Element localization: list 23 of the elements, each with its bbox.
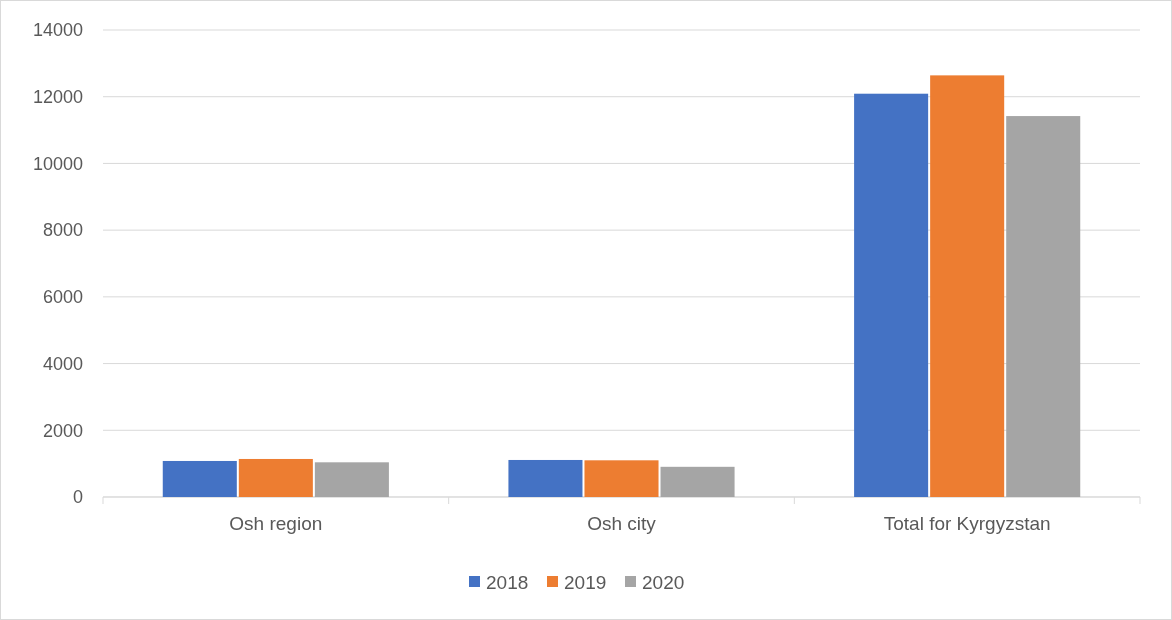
y-tick-label: 14000 xyxy=(32,20,83,41)
y-tick-label: 0 xyxy=(72,487,83,508)
y-tick-label: 4000 xyxy=(42,353,83,374)
bar xyxy=(660,466,735,497)
y-tick-label: 2000 xyxy=(42,420,83,441)
x-tick-label: Osh region xyxy=(229,513,323,534)
bar xyxy=(162,460,237,497)
legend-label: 2020 xyxy=(642,571,685,593)
y-tick-label: 10000 xyxy=(32,153,83,174)
legend-label: 2019 xyxy=(564,571,607,593)
y-tick-label: 6000 xyxy=(42,287,83,308)
legend-label: 2018 xyxy=(486,571,529,593)
bar xyxy=(508,459,583,497)
x-tick-label: Osh city xyxy=(587,513,657,534)
bar xyxy=(584,460,659,497)
y-tick-label: 12000 xyxy=(32,87,83,108)
x-tick-label: Total for Kyrgyzstan xyxy=(883,513,1051,534)
bar xyxy=(930,75,1005,497)
bar xyxy=(1006,116,1081,497)
y-tick-label: 8000 xyxy=(42,220,83,241)
bar xyxy=(238,458,313,497)
bar xyxy=(854,93,929,497)
bar xyxy=(314,462,389,497)
